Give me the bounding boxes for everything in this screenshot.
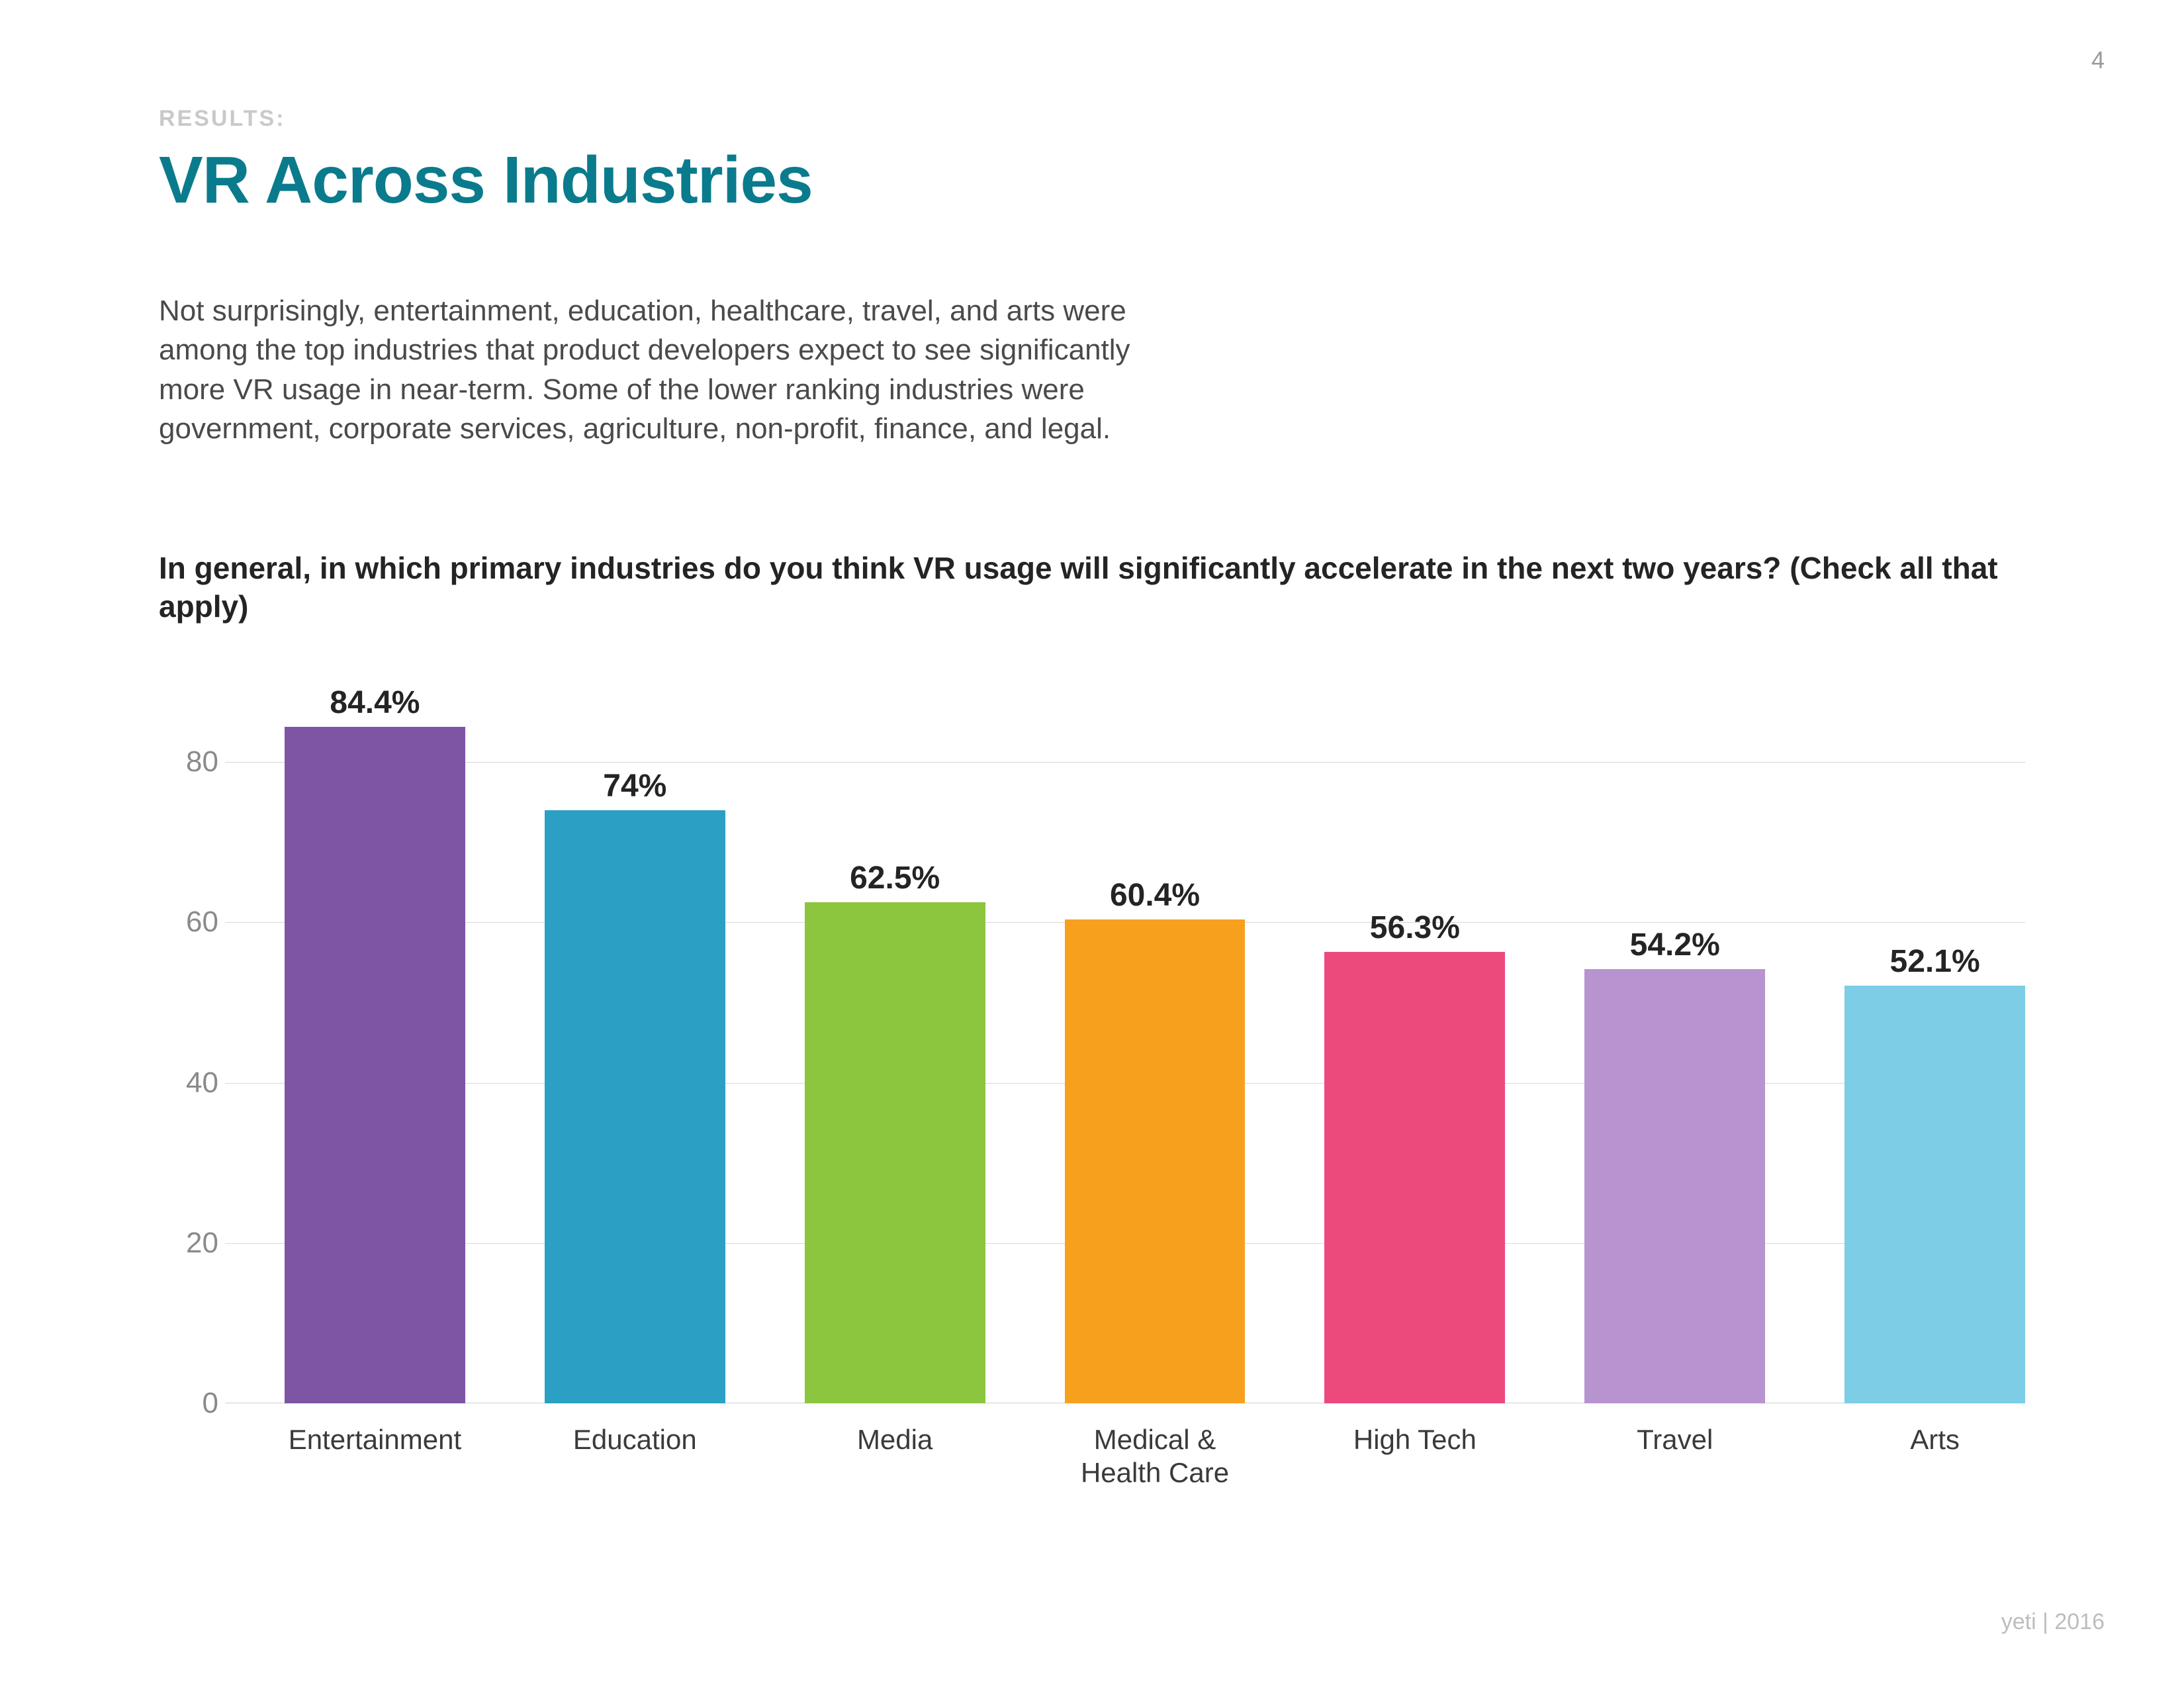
page-title: VR Across Industries	[159, 142, 813, 218]
bar-wrap: 62.5%	[805, 902, 985, 1403]
bar: 84.4%	[285, 727, 465, 1403]
bar-value-label: 74%	[603, 768, 666, 804]
body-paragraph: Not surprisingly, entertainment, educati…	[159, 291, 1152, 449]
page-number: 4	[2091, 46, 2105, 74]
y-axis-tick: 80	[159, 745, 218, 778]
bar-value-label: 62.5%	[850, 860, 940, 896]
bar: 52.1%	[1844, 986, 2025, 1403]
chart-x-axis: Entertainment Education Media Medical & Hea…	[225, 1423, 2025, 1490]
bar: 74%	[545, 810, 725, 1403]
y-axis-tick: 60	[159, 906, 218, 939]
bar-value-label: 84.4%	[330, 684, 420, 721]
bar: 56.3%	[1324, 952, 1505, 1403]
bar-chart: 0 20 40 60 80 84.4% 74% 62.5% 60.4% 56.3% 54.2% 52…	[159, 669, 2032, 1503]
bar-value-label: 52.1%	[1890, 943, 1980, 980]
bar-wrap: 52.1%	[1844, 986, 2025, 1403]
bar-wrap: 54.2%	[1584, 969, 1765, 1403]
y-axis-tick: 20	[159, 1227, 218, 1260]
bar-wrap: 74%	[545, 810, 725, 1403]
y-axis-tick: 0	[159, 1387, 218, 1420]
bar: 60.4%	[1065, 919, 1246, 1404]
bar-value-label: 56.3%	[1370, 910, 1460, 946]
x-axis-label: Travel	[1584, 1423, 1765, 1490]
chart-bars: 84.4% 74% 62.5% 60.4% 56.3% 54.2% 52.1%	[225, 682, 2025, 1403]
bar-wrap: 84.4%	[285, 727, 465, 1403]
footer-credit: yeti | 2016	[2001, 1609, 2105, 1635]
bar-wrap: 56.3%	[1324, 952, 1505, 1403]
eyebrow-label: RESULTS:	[159, 106, 285, 132]
y-axis-tick: 40	[159, 1066, 218, 1100]
x-axis-label: Arts	[1844, 1423, 2025, 1490]
x-axis-label: Education	[545, 1423, 725, 1490]
bar-wrap: 60.4%	[1065, 919, 1246, 1404]
x-axis-label: Media	[805, 1423, 985, 1490]
bar-value-label: 60.4%	[1110, 877, 1200, 914]
bar: 54.2%	[1584, 969, 1765, 1403]
survey-question: In general, in which primary industries …	[159, 549, 2012, 626]
x-axis-label: Medical & Health Care	[1065, 1423, 1246, 1490]
bar: 62.5%	[805, 902, 985, 1403]
x-axis-label: Entertainment	[285, 1423, 465, 1490]
x-axis-label: High Tech	[1324, 1423, 1505, 1490]
bar-value-label: 54.2%	[1630, 927, 1720, 963]
